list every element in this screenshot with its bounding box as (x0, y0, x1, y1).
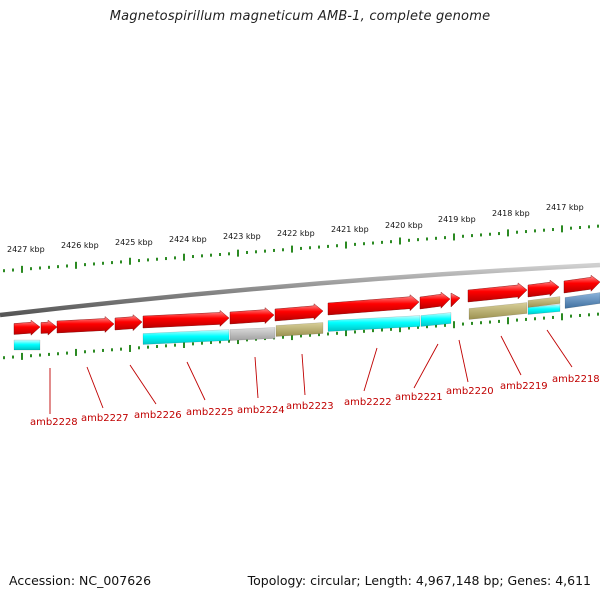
olive-feature (468, 302, 528, 320)
gene-label[interactable]: amb2222 (344, 397, 392, 408)
gene-leader-line (186, 361, 206, 401)
forward-cds-arrow (467, 282, 528, 303)
forward-cds-arrow (13, 319, 41, 336)
kbp-label: 2420 kbp (385, 221, 423, 230)
forward-cds-arrow (327, 294, 420, 316)
gene-leader-line (458, 339, 469, 383)
kbp-label: 2422 kbp (277, 229, 315, 238)
gene-leader-line (413, 343, 439, 389)
cyan-feature (142, 329, 230, 345)
blue-feature (564, 292, 600, 309)
gene-leader-line (86, 366, 104, 409)
kbp-label: 2419 kbp (438, 215, 476, 224)
kbp-label: 2426 kbp (61, 241, 99, 250)
gene-label[interactable]: amb2219 (500, 381, 548, 392)
kbp-label: 2427 kbp (7, 245, 45, 254)
cyan-feature (13, 339, 41, 351)
kbp-label: 2418 kbp (492, 209, 530, 218)
gene-leader-line (129, 364, 157, 405)
kbp-label: 2424 kbp (169, 235, 207, 244)
gene-label[interactable]: amb2223 (286, 401, 334, 412)
gene-label[interactable]: amb2228 (30, 417, 78, 428)
forward-cds-arrow (56, 316, 115, 334)
kbp-label: 2425 kbp (115, 238, 153, 247)
gene-label[interactable]: amb2224 (237, 405, 285, 416)
cyan-feature (527, 304, 561, 315)
forward-cds-arrow (229, 307, 275, 325)
cyan-feature (327, 315, 421, 332)
gray-feature (229, 327, 276, 341)
forward-cds-arrow (527, 279, 560, 298)
cyan-feature (420, 312, 452, 327)
forward-cds-arrow (114, 314, 143, 332)
gene-leader-line (500, 335, 522, 376)
gene-label[interactable]: amb2220 (446, 386, 494, 397)
forward-cds-arrow (274, 303, 324, 322)
kbp-label: 2417 kbp (546, 203, 584, 212)
kbp-label: 2423 kbp (223, 232, 261, 241)
forward-cds-arrow (563, 274, 600, 294)
gene-track (13, 274, 600, 351)
accession-text: Accession: NC_007626 (9, 573, 152, 588)
gene-label[interactable]: amb2227 (81, 413, 129, 424)
kbp-label: 2421 kbp (331, 225, 369, 234)
genome-title: Magnetospirillum magneticum AMB-1, compl… (109, 9, 491, 24)
topology-stats: Topology: circular; Length: 4,967,148 bp… (247, 573, 591, 588)
gene-leader-line (301, 353, 306, 396)
gene-label[interactable]: amb2226 (134, 410, 182, 421)
gene-label[interactable]: amb2221 (395, 392, 443, 403)
outer-tick-row (3, 224, 599, 273)
forward-cds-arrow (40, 319, 58, 336)
olive-feature (527, 296, 561, 308)
kbp-scale: 2427 kbp 2426 kbp 2425 kbp 2424 kbp 2423 kbp… (7, 203, 584, 254)
gene-leader-line (363, 347, 378, 392)
olive-feature (275, 322, 324, 337)
gene-leader-line (254, 356, 259, 399)
gene-label[interactable]: amb2225 (186, 407, 234, 418)
backbone-ring (0, 262, 600, 318)
gene-leader-line (546, 329, 573, 368)
forward-cds-arrow (450, 292, 461, 308)
forward-cds-arrow (419, 291, 451, 310)
gene-labels: amb2228 amb2227 amb2226 amb2225 amb2224 amb22… (30, 329, 600, 428)
gene-label[interactable]: amb2218 (552, 374, 600, 385)
forward-cds-arrow (142, 309, 230, 329)
